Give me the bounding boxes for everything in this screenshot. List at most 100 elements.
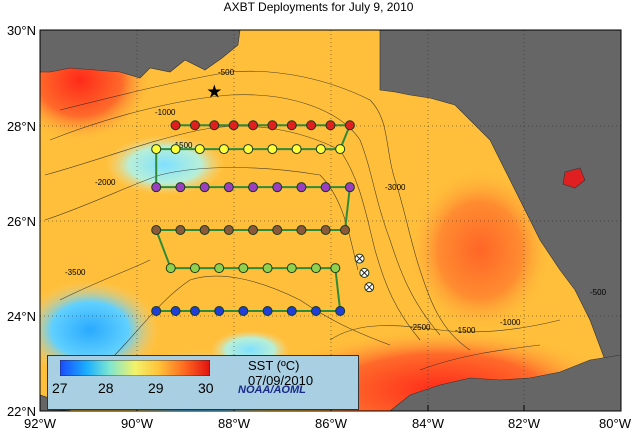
station-lightgreen [214, 263, 225, 274]
station-blue [262, 305, 273, 316]
x-tick-label: 86°W [315, 416, 348, 431]
axbt-stations [151, 120, 375, 316]
station-brown [340, 225, 351, 236]
station-lightgreen [238, 263, 249, 274]
x-tick-label: 84°W [412, 416, 445, 431]
contour-label: -3000 [385, 183, 406, 192]
station-purple [296, 182, 307, 193]
station-yellow [194, 144, 205, 155]
station-cross [365, 283, 373, 291]
land-cuba [389, 354, 621, 411]
station-brown [296, 225, 307, 236]
x-tick-label: 82°W [508, 416, 541, 431]
station-yellow [291, 144, 302, 155]
colorbar-tick: 30 [198, 380, 214, 396]
station-red [170, 120, 181, 131]
station-blue [335, 305, 346, 316]
station-brown [223, 225, 234, 236]
graticule [40, 30, 621, 411]
y-tick-label: 28°N [7, 119, 36, 134]
station-brown [248, 225, 259, 236]
contour-label: -500 [590, 288, 607, 297]
credit-label: NOAA/AOML [238, 384, 306, 396]
station-brown [151, 225, 162, 236]
station-red [209, 120, 220, 131]
station-brown [199, 225, 210, 236]
station-yellow [335, 144, 346, 155]
colorbar-gradient [60, 360, 210, 376]
contour-label: -1500 [172, 141, 193, 150]
map-area: -500 -1000 -1500 -2000 -3500 -2500 -3000… [40, 30, 621, 411]
cool-patch [40, 280, 160, 380]
station-purple [272, 182, 283, 193]
y-tick-label: 24°N [7, 309, 36, 324]
station-blue [189, 305, 200, 316]
station-brown [175, 225, 186, 236]
station-purple [344, 182, 355, 193]
station-blue [214, 305, 225, 316]
station-yellow [243, 144, 254, 155]
y-tick-label: 22°N [7, 404, 36, 419]
station-cross [361, 269, 368, 277]
contour-label: -500 [218, 68, 235, 77]
station-yellow [218, 144, 229, 155]
x-tick-label: 88°W [218, 416, 251, 431]
station-red [267, 120, 278, 131]
station-purple [199, 182, 210, 193]
station-yellow [170, 144, 181, 155]
station-brown [320, 225, 331, 236]
warm-patch [410, 170, 550, 330]
station-yellow [315, 144, 326, 155]
land-louisiana [40, 30, 241, 79]
station-purple [248, 182, 259, 193]
station-purple [223, 182, 234, 193]
map-title: AXBT Deployments for July 9, 2010 [223, 0, 414, 14]
colorbar-tick: 29 [148, 380, 164, 396]
station-red [344, 120, 355, 131]
station-red [306, 120, 317, 131]
star-marker: ★ [206, 81, 222, 102]
station-purple [151, 182, 162, 193]
station-blue [170, 305, 181, 316]
station-lightgreen [262, 263, 273, 274]
contour-label: -3500 [65, 268, 86, 277]
station-yellow [267, 144, 278, 155]
colorbar-legend: SST (ºC) 07/09/2010 27 28 29 30 NOAA/AOM… [47, 355, 359, 410]
contour-label: -1000 [500, 318, 521, 327]
station-lightgreen [310, 263, 321, 274]
contour-label: -1500 [455, 326, 476, 335]
y-axis: 30°N 28°N 26°N 24°N 22°N [7, 23, 36, 419]
station-red [286, 120, 297, 131]
station-blue [151, 305, 162, 316]
land-florida [379, 30, 621, 411]
station-lightgreen [330, 263, 341, 274]
station-blue [310, 305, 321, 316]
station-yellow [151, 144, 162, 155]
station-lightgreen [165, 263, 176, 274]
station-red [325, 120, 336, 131]
x-tick-label: 90°W [121, 416, 154, 431]
x-tick-label: 80°W [599, 416, 632, 431]
station-lightgreen [286, 263, 297, 274]
colorbar-label: SST (ºC) 07/09/2010 [248, 358, 314, 388]
station-blue [286, 305, 297, 316]
colorbar-tick: 28 [98, 380, 114, 396]
station-red [228, 120, 239, 131]
station-brown [272, 225, 283, 236]
contour-label: -2000 [95, 178, 116, 187]
station-lightgreen [189, 263, 200, 274]
station-purple [175, 182, 186, 193]
contour-labels: -500 -1000 -1500 -2000 -3500 -2500 -3000… [65, 68, 607, 335]
station-red [189, 120, 200, 131]
colorbar-tick: 27 [52, 380, 68, 396]
station-blue [238, 305, 249, 316]
station-red [248, 120, 259, 131]
y-tick-label: 30°N [7, 23, 36, 38]
contour-label: -2500 [410, 323, 431, 332]
y-tick-label: 26°N [7, 214, 36, 229]
x-tick-label: 92°W [24, 416, 57, 431]
station-cross [356, 255, 363, 262]
station-purple [320, 182, 331, 193]
lake-okeechobee [562, 167, 586, 189]
